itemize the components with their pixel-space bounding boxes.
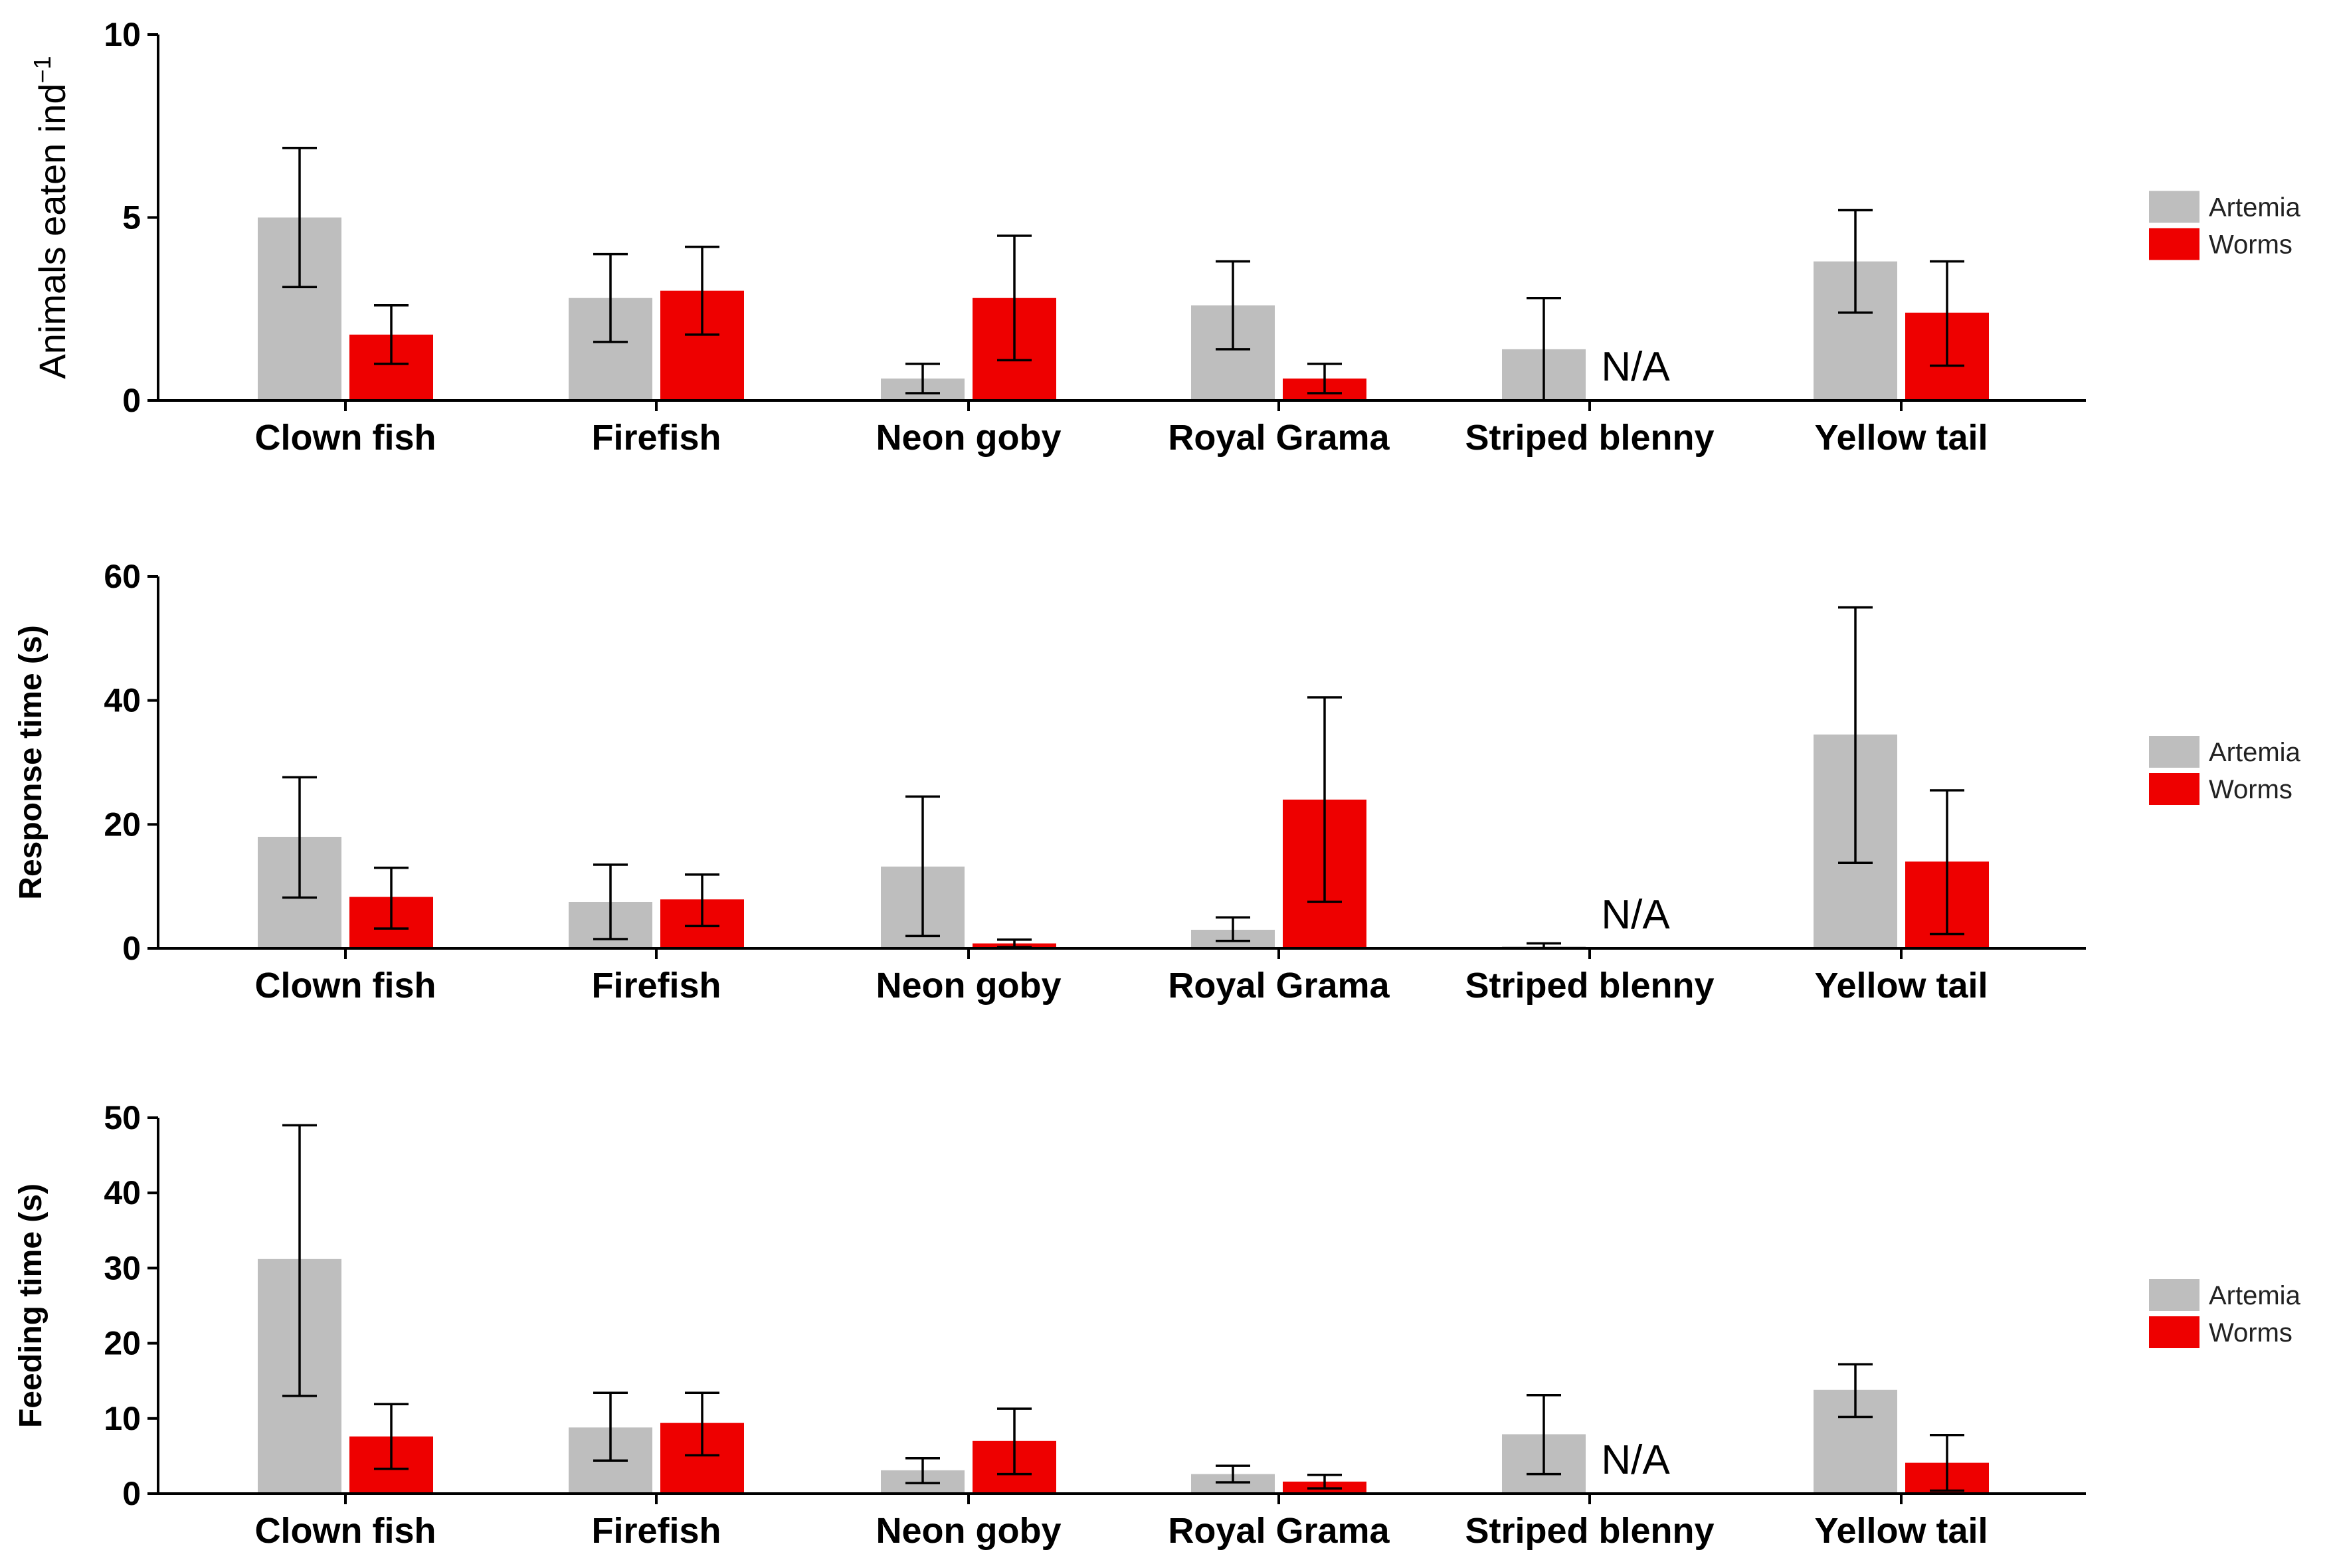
legend: Artemia Worms (2149, 1279, 2301, 1348)
annotation-na-striped-blenny: N/A (1601, 344, 1670, 390)
legend-swatch-worms (2149, 228, 2199, 260)
x-tick-label-yellow-tail: Yellow tail (1814, 966, 1988, 1005)
x-tick-label-clown-fish: Clown fish (255, 1511, 436, 1551)
legend-swatch-worms (2149, 773, 2199, 805)
y-tick-label: 0 (122, 930, 141, 967)
error-bar-worms-clown-fish (374, 304, 409, 365)
x-tick-label-firefish: Firefish (591, 1511, 721, 1551)
error-bar-worms-royal-grama (1307, 363, 1342, 394)
error-bar-worms-clown-fish (374, 1403, 409, 1470)
x-tick-label-neon-goby: Neon goby (876, 1511, 1062, 1551)
error-bar-artemia-clown-fish (282, 1124, 317, 1397)
x-tick-label-neon-goby: Neon goby (876, 418, 1062, 458)
x-tick-label-royal-grama: Royal Grama (1168, 418, 1390, 458)
error-bar-artemia-firefish (593, 863, 628, 940)
x-tick-label-royal-grama: Royal Grama (1168, 966, 1390, 1005)
error-bar-artemia-firefish (593, 1391, 628, 1462)
y-axis-title: Feeding time (s) (13, 1183, 48, 1428)
error-bar-worms-yellow-tail (1930, 1433, 1964, 1492)
y-tick-label: 60 (104, 558, 141, 595)
y-tick-label: 40 (104, 682, 141, 719)
y-tick-label: 0 (122, 1475, 141, 1512)
x-tick-label-firefish: Firefish (591, 966, 721, 1005)
error-bar-artemia-royal-grama (1216, 260, 1250, 351)
legend-label-artemia: Artemia (2209, 738, 2301, 767)
legend-label-worms: Worms (2209, 775, 2292, 804)
x-tick-label-striped-blenny: Striped blenny (1465, 966, 1714, 1005)
error-bar-artemia-clown-fish (282, 776, 317, 899)
legend-swatch-worms (2149, 1316, 2199, 1348)
x-tick-label-striped-blenny: Striped blenny (1465, 418, 1714, 458)
error-bar-artemia-firefish (593, 252, 628, 343)
error-bar-artemia-neon-goby (905, 363, 940, 394)
panel-animals-eaten: N/A 0 5 10 Clown fish Firefish Neon goby Royal … (29, 16, 2301, 458)
error-bar-worms-yellow-tail (1930, 789, 1964, 936)
x-tick-label-yellow-tail: Yellow tail (1814, 418, 1988, 458)
y-tick-label: 10 (104, 1400, 141, 1437)
error-bar-worms-firefish (685, 245, 719, 336)
legend-swatch-artemia (2149, 191, 2199, 223)
x-tick-label-firefish: Firefish (591, 418, 721, 458)
error-bar-worms-neon-goby (997, 234, 1032, 362)
x-tick-label-clown-fish: Clown fish (255, 418, 436, 458)
error-bar-artemia-yellow-tail (1838, 209, 1873, 314)
y-tick-label: 5 (122, 199, 141, 236)
legend-swatch-artemia (2149, 736, 2199, 768)
x-tick-label-clown-fish: Clown fish (255, 966, 436, 1005)
error-bar-worms-royal-grama (1307, 1473, 1342, 1490)
error-bar-artemia-striped-blenny (1527, 1393, 1561, 1476)
error-bar-worms-royal-grama (1307, 696, 1342, 903)
legend: Artemia Worms (2149, 191, 2301, 260)
y-tick-label: 20 (104, 806, 141, 843)
error-bar-artemia-neon-goby (905, 1457, 940, 1484)
y-tick-label: 10 (104, 16, 141, 53)
panel-response-time: N/A 0 20 40 60 Clown fish Firefish Neon goby Roy… (13, 558, 2301, 1005)
legend-label-artemia: Artemia (2209, 1281, 2301, 1310)
x-tick-label-striped-blenny: Striped blenny (1465, 1511, 1714, 1551)
legend-label-artemia: Artemia (2209, 193, 2301, 222)
error-bar-worms-neon-goby (997, 1407, 1032, 1476)
error-bar-worms-clown-fish (374, 866, 409, 930)
error-bar-worms-yellow-tail (1930, 260, 1964, 367)
y-tick-label: 40 (104, 1174, 141, 1211)
annotation-na-striped-blenny: N/A (1601, 892, 1670, 938)
y-tick-label: 20 (104, 1325, 141, 1362)
y-axis-title: Response time (s) (13, 625, 48, 899)
error-bar-worms-firefish (685, 873, 719, 928)
legend-label-worms: Worms (2209, 1318, 2292, 1348)
legend-swatch-artemia (2149, 1279, 2199, 1311)
error-bar-artemia-yellow-tail (1838, 606, 1873, 864)
x-tick-label-neon-goby: Neon goby (876, 966, 1062, 1005)
error-bar-artemia-neon-goby (905, 795, 940, 938)
legend-label-worms: Worms (2209, 230, 2292, 260)
error-bar-worms-firefish (685, 1391, 719, 1457)
panel-feeding-time: N/A 0 10 20 30 40 50 Clown fish Firefish Neon gob… (13, 1099, 2301, 1551)
legend: Artemia Worms (2149, 736, 2301, 805)
error-bar-artemia-yellow-tail (1838, 1363, 1873, 1419)
annotation-na-striped-blenny: N/A (1601, 1437, 1670, 1483)
y-axis-title-superscript: −1 (29, 56, 56, 83)
x-tick-label-royal-grama: Royal Grama (1168, 1511, 1390, 1551)
y-tick-label: 0 (122, 382, 141, 419)
x-tick-label-yellow-tail: Yellow tail (1814, 1511, 1988, 1551)
y-tick-label: 30 (104, 1249, 141, 1286)
error-bar-artemia-clown-fish (282, 147, 317, 288)
error-bar-artemia-royal-grama (1216, 916, 1250, 942)
error-bar-artemia-royal-grama (1216, 1464, 1250, 1484)
y-axis-title: Animals eaten ind−1 (29, 56, 73, 379)
y-tick-label: 50 (104, 1099, 141, 1136)
